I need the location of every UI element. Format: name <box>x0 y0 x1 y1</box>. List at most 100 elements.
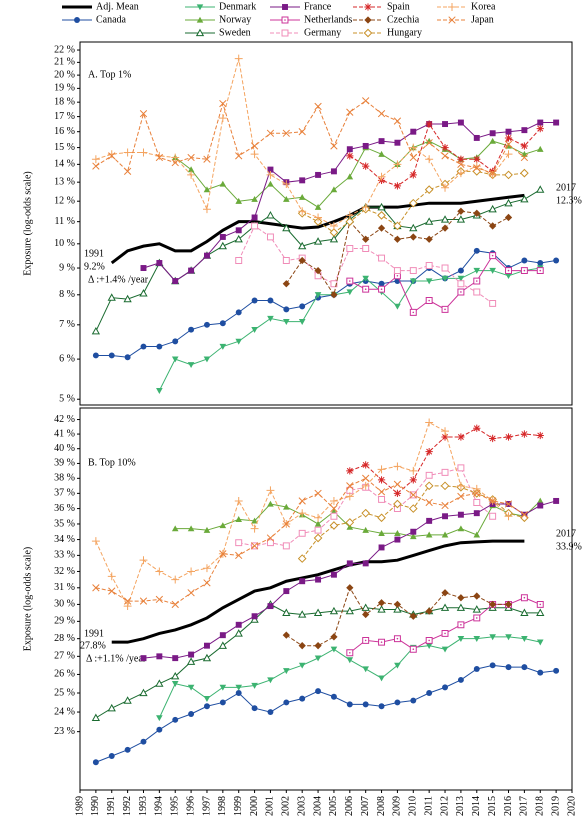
marker-part <box>155 595 164 604</box>
marker <box>409 308 417 316</box>
marker <box>441 305 449 313</box>
y-tick-label: 34 % <box>54 534 75 545</box>
marker <box>282 542 290 550</box>
marker <box>409 223 418 232</box>
marker <box>156 653 163 660</box>
marker <box>282 223 291 232</box>
marker <box>410 528 417 535</box>
marker <box>92 352 99 359</box>
marker <box>298 529 306 537</box>
marker <box>457 636 465 642</box>
marker <box>504 512 513 521</box>
marker-part <box>396 274 399 277</box>
marker <box>362 245 370 252</box>
marker <box>330 504 338 513</box>
marker-part <box>425 235 433 243</box>
marker <box>377 110 386 118</box>
marker-part <box>203 186 211 193</box>
marker <box>172 716 179 723</box>
marker <box>425 607 433 615</box>
marker-part <box>473 209 481 217</box>
marker-part <box>266 534 275 542</box>
annotation: 1991 <box>84 628 104 639</box>
marker-part <box>394 139 401 146</box>
marker-part <box>203 321 210 328</box>
marker-part <box>489 634 496 641</box>
marker-part <box>108 152 116 160</box>
marker-part <box>377 110 386 118</box>
marker-part <box>409 143 418 152</box>
marker <box>553 497 560 504</box>
marker-part <box>457 525 465 532</box>
marker <box>330 646 338 653</box>
marker <box>196 16 204 23</box>
marker <box>188 326 195 333</box>
marker <box>299 695 306 702</box>
marker <box>219 684 227 691</box>
marker-part <box>441 224 449 232</box>
marker-part <box>362 560 369 567</box>
marker-part <box>523 269 526 272</box>
marker <box>488 497 497 505</box>
marker-part <box>409 491 417 499</box>
marker-part <box>456 169 465 178</box>
x-tick-label: 2000 <box>249 796 260 816</box>
marker <box>172 278 179 285</box>
marker-part <box>299 303 306 310</box>
series-line <box>175 500 541 537</box>
marker-part <box>378 529 385 536</box>
marker-part <box>250 150 259 159</box>
marker-part <box>314 489 322 498</box>
marker-part <box>521 664 528 671</box>
marker <box>520 430 529 438</box>
marker <box>521 257 528 264</box>
marker-part <box>314 266 322 275</box>
marker <box>266 211 275 219</box>
marker-part <box>364 3 372 11</box>
marker-part <box>282 180 291 188</box>
marker <box>187 684 195 691</box>
marker-part <box>314 520 322 527</box>
marker-part <box>235 690 242 696</box>
annotation: 2017 <box>556 528 576 539</box>
marker <box>520 142 529 150</box>
marker <box>489 299 497 307</box>
marker <box>425 448 433 456</box>
marker-part <box>219 550 227 558</box>
marker <box>489 252 497 260</box>
marker <box>266 486 275 495</box>
marker-part <box>266 211 275 219</box>
x-tick-label: 2012 <box>439 796 450 816</box>
marker <box>457 621 465 629</box>
marker-part <box>472 484 481 493</box>
marker-part <box>315 576 322 583</box>
marker-part <box>537 260 544 266</box>
marker <box>441 264 449 272</box>
marker <box>171 356 179 363</box>
marker-part <box>441 589 449 597</box>
marker-part <box>330 633 338 641</box>
marker-part <box>362 526 369 533</box>
marker-part <box>444 632 446 635</box>
y-tick-label: 19 % <box>54 83 75 94</box>
marker <box>108 352 115 359</box>
marker-part <box>235 309 242 316</box>
marker <box>235 152 243 160</box>
marker-part <box>330 504 338 513</box>
marker <box>171 600 179 609</box>
marker-part <box>473 288 481 296</box>
marker <box>377 224 386 232</box>
marker <box>362 285 370 293</box>
marker <box>536 639 544 646</box>
marker <box>442 513 449 520</box>
marker-part <box>187 362 195 369</box>
marker <box>330 693 337 700</box>
marker <box>172 655 179 662</box>
marker <box>218 114 227 123</box>
marker <box>505 128 512 135</box>
marker-part <box>107 572 116 581</box>
marker <box>299 303 306 310</box>
marker <box>362 275 369 282</box>
marker-part <box>457 207 465 215</box>
marker <box>203 186 211 193</box>
